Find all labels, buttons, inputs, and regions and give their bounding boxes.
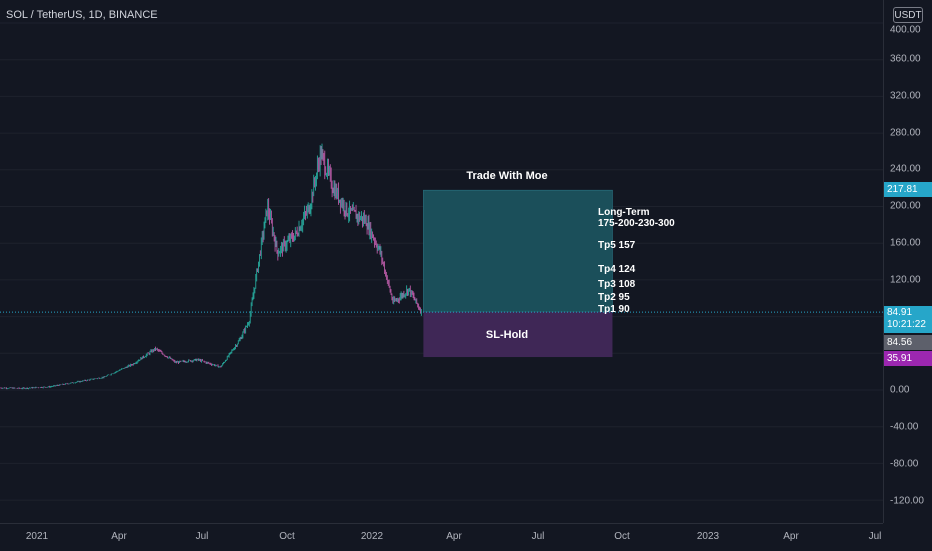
bar-countdown: 10:21:22 [887, 319, 926, 330]
time-axis-label: Jul [531, 531, 545, 542]
time-axis-label: Oct [614, 531, 630, 542]
time-axis-label: Jul [195, 531, 209, 542]
price-axis-label: 0.00 [890, 384, 910, 396]
time-axis-label: Oct [279, 531, 295, 542]
price-axis-label: 120.00 [890, 274, 921, 286]
target-label-tp5: Tp5 157 [598, 240, 636, 251]
chart-pane[interactable] [0, 0, 883, 523]
long-term-label: Long-Term [598, 207, 650, 218]
price-axis-label: 320.00 [890, 90, 921, 102]
last-price-value: 84.91 [887, 307, 913, 318]
price-axis-label: -40.00 [890, 421, 919, 433]
profit-zone [423, 189, 613, 313]
prev-price-badge: 84.56 [884, 335, 932, 350]
loss-zone [423, 312, 613, 358]
price-axis-label: 200.00 [890, 200, 921, 212]
price-axis-label: -120.00 [890, 495, 924, 507]
indicator-value-badge: 35.91 [884, 351, 932, 366]
last-price-badge: 84.91 10:21:22 [884, 306, 932, 333]
price-axis[interactable]: 400.00 360.00 320.00 280.00 240.00 200.0… [883, 0, 932, 523]
time-axis-label: 2023 [696, 531, 720, 542]
time-axis-label: Apr [111, 531, 127, 542]
symbol-title[interactable]: SOL / TetherUS, 1D, BINANCE [6, 9, 158, 21]
time-axis-label: Jul [868, 531, 882, 542]
time-axis-label: Apr [446, 531, 462, 542]
price-axis-label: 160.00 [890, 237, 921, 249]
time-axis-label: 2022 [360, 531, 384, 542]
time-axis[interactable]: 2021 Apr Jul Oct 2022 Apr Jul Oct 2023 A… [0, 523, 883, 551]
target-label-tp3: Tp3 108 [598, 279, 636, 290]
target-label-tp4: Tp4 124 [598, 264, 636, 275]
stop-loss-label: SL-Hold [485, 329, 529, 341]
price-axis-label: 360.00 [890, 53, 921, 65]
target-label-tp1: Tp1 90 [598, 304, 630, 315]
trade-box-title: Trade With Moe [466, 170, 548, 182]
currency-button[interactable]: USDT [893, 7, 923, 23]
time-axis-label: 2021 [25, 531, 49, 542]
time-axis-label: Apr [783, 531, 799, 542]
long-term-targets: 175-200-230-300 [598, 218, 675, 229]
target-label-tp2: Tp2 95 [598, 292, 630, 303]
price-axis-label: 240.00 [890, 163, 921, 175]
price-axis-label: 400.00 [890, 24, 921, 36]
target-price-badge: 217.81 [884, 182, 932, 197]
price-axis-label: 280.00 [890, 127, 921, 139]
price-axis-label: -80.00 [890, 458, 919, 470]
